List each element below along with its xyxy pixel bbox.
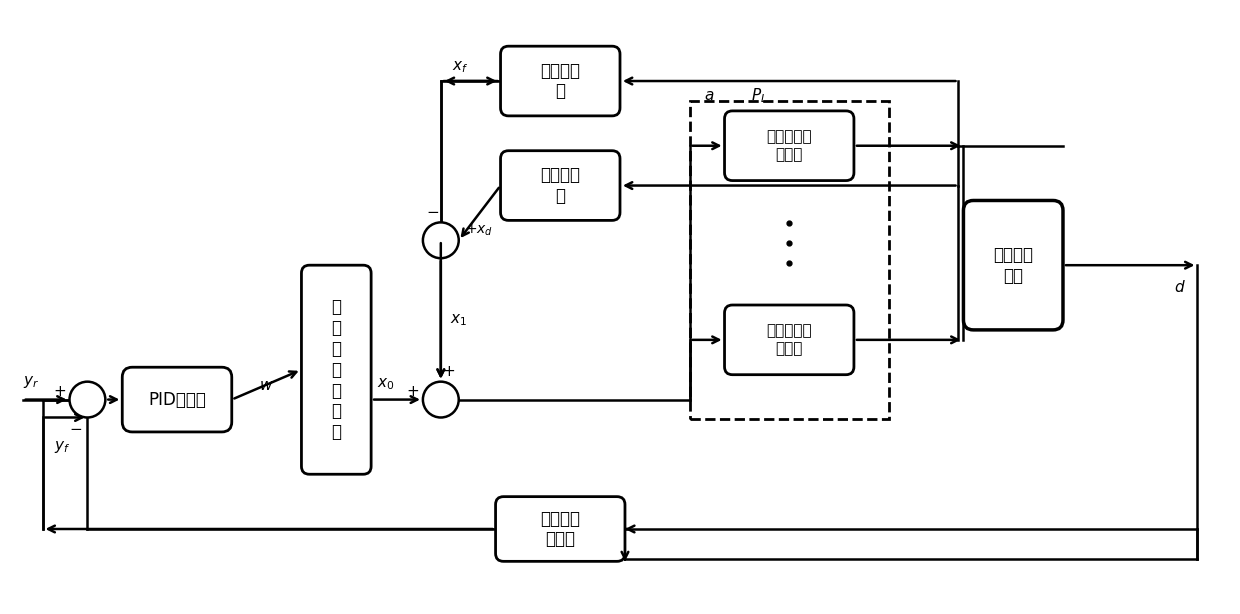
FancyBboxPatch shape [501, 150, 620, 220]
Text: 自
由
度
分
解
矩
阵: 自 由 度 分 解 矩 阵 [331, 298, 341, 441]
Text: $P_L$: $P_L$ [751, 87, 768, 106]
Text: 十号缸阀控
缸机构: 十号缸阀控 缸机构 [766, 324, 812, 356]
Text: $d$: $d$ [1173, 279, 1185, 295]
Text: 冗余力协
调: 冗余力协 调 [541, 61, 580, 101]
Text: 自由度合
成矩阵: 自由度合 成矩阵 [541, 510, 580, 548]
Text: +: + [407, 384, 419, 399]
Text: −: − [69, 422, 82, 437]
Text: 干扰力补
偿: 干扰力补 偿 [541, 166, 580, 205]
FancyBboxPatch shape [301, 265, 371, 474]
Text: PID控制器: PID控制器 [148, 391, 206, 408]
Text: $y_f$: $y_f$ [55, 440, 71, 456]
Text: $x_1$: $x_1$ [450, 312, 467, 328]
FancyBboxPatch shape [963, 201, 1063, 330]
Circle shape [69, 382, 105, 418]
Text: $x_0$: $x_0$ [377, 377, 394, 392]
FancyBboxPatch shape [501, 46, 620, 116]
Text: +: + [443, 364, 455, 379]
Text: −: − [427, 205, 439, 220]
FancyBboxPatch shape [724, 111, 854, 181]
Text: $y_r$: $y_r$ [22, 374, 38, 390]
Text: +: + [53, 384, 66, 399]
Text: 一号缸阀控
缸机构: 一号缸阀控 缸机构 [766, 130, 812, 162]
Circle shape [423, 222, 459, 258]
Text: $a$: $a$ [704, 88, 714, 104]
Circle shape [423, 382, 459, 418]
Text: $+x_d$: $+x_d$ [465, 223, 492, 238]
Text: $x_f$: $x_f$ [453, 59, 469, 75]
Text: $w$: $w$ [259, 378, 274, 393]
FancyBboxPatch shape [724, 305, 854, 375]
FancyBboxPatch shape [496, 497, 625, 561]
FancyBboxPatch shape [123, 367, 232, 432]
Text: 六自由度
台阵: 六自由度 台阵 [993, 246, 1033, 285]
